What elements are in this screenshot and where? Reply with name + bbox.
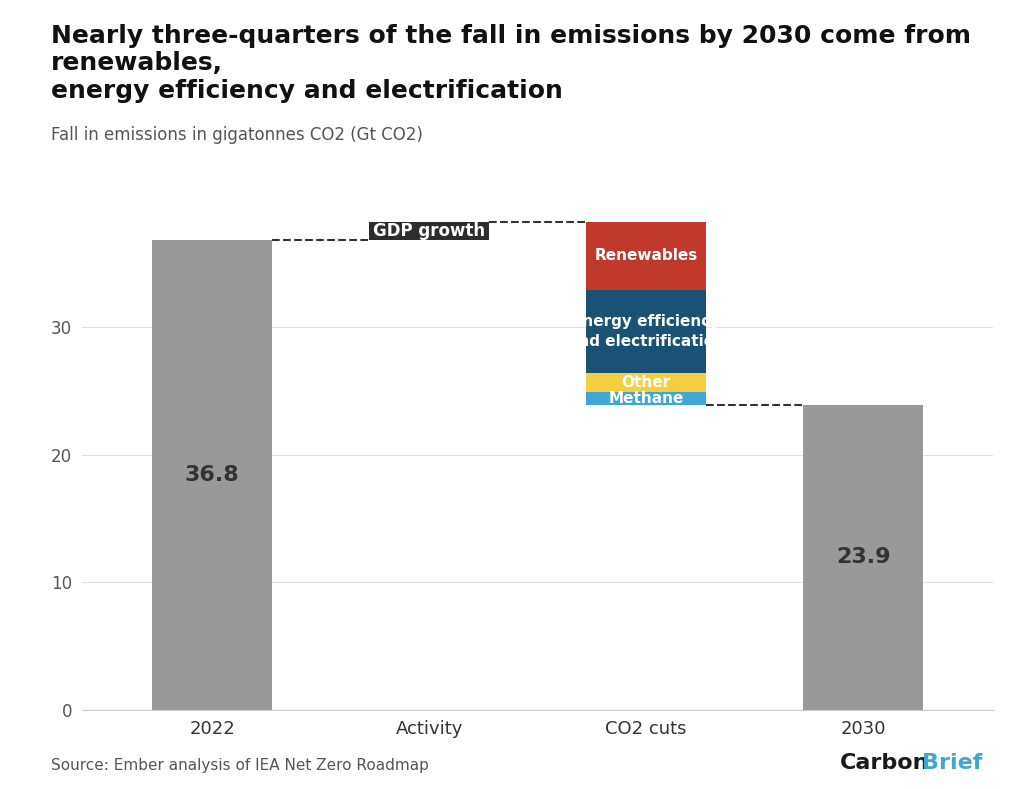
- Text: Other: Other: [622, 375, 671, 390]
- Text: 23.9: 23.9: [836, 548, 890, 567]
- Bar: [587, 373, 706, 392]
- Text: 36.8: 36.8: [184, 465, 240, 485]
- Text: Renewables: Renewables: [595, 249, 697, 264]
- Text: Fall in emissions in gigatonnes CO2 (Gt CO2): Fall in emissions in gigatonnes CO2 (Gt …: [51, 126, 423, 144]
- Bar: [587, 222, 706, 290]
- Text: Source: Ember analysis of IEA Net Zero Roadmap: Source: Ember analysis of IEA Net Zero R…: [51, 758, 429, 773]
- Text: GDP growth: GDP growth: [373, 222, 485, 240]
- Text: Carbon: Carbon: [840, 753, 929, 773]
- Text: Energy efficiency
and electrification: Energy efficiency and electrification: [567, 314, 725, 349]
- Text: Nearly three-quarters of the fall in emissions by 2030 come from renewables,
ene: Nearly three-quarters of the fall in emi…: [51, 24, 971, 103]
- Bar: [587, 290, 706, 373]
- Bar: [587, 392, 706, 405]
- Text: Brief: Brief: [922, 753, 982, 773]
- Text: Methane: Methane: [608, 391, 684, 406]
- Bar: [370, 222, 488, 240]
- Bar: [153, 240, 271, 710]
- Bar: [804, 405, 923, 710]
